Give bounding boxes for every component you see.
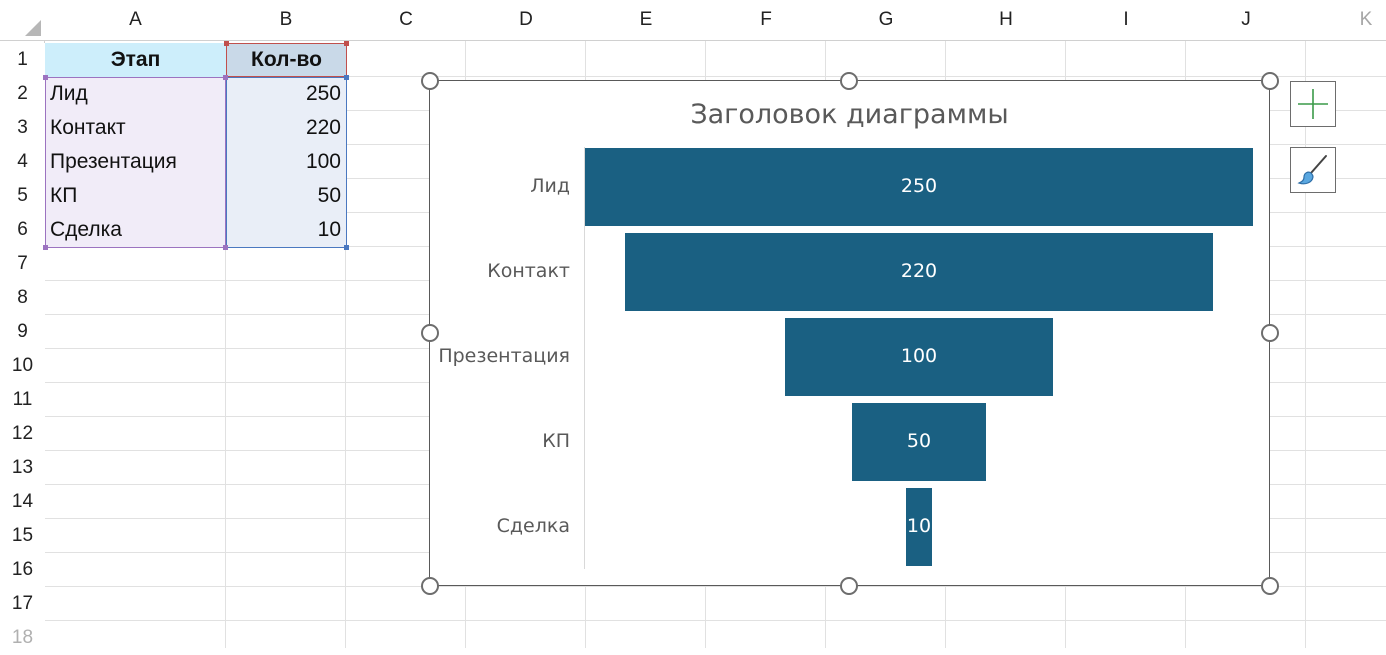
row-header-8[interactable]: 8 [0,281,45,315]
cell-a3[interactable]: Контакт [45,111,226,145]
cell-b4[interactable]: 100 [226,145,347,179]
row-header-1[interactable]: 1 [0,43,45,77]
cell-a4[interactable]: Презентация [45,145,226,179]
data-label[interactable]: 250 [900,175,938,197]
values-range-highlight [226,77,347,248]
column-header-c[interactable]: C [346,0,466,40]
row-header-16[interactable]: 16 [0,553,45,587]
series-name-range-highlight [226,43,347,77]
chart-styles-button[interactable] [1290,147,1336,193]
resize-handle-bottom[interactable] [840,577,858,595]
range-handle[interactable] [43,245,48,250]
range-handle[interactable] [224,41,229,46]
funnel-bar[interactable] [585,148,1253,226]
cell-a1-header[interactable]: Этап [45,43,226,77]
chart-elements-button[interactable] [1290,81,1336,127]
row-gridline [0,586,1386,587]
row-header-7[interactable]: 7 [0,247,45,281]
funnel-chart[interactable]: Заголовок диаграммы 250 Лид 220 Контакт 100 П… [429,80,1270,586]
category-range-highlight [45,77,226,248]
row-header-18[interactable]: 18 [0,621,45,655]
row-header-12[interactable]: 12 [0,417,45,451]
range-handle[interactable] [344,41,349,46]
row-gridline [0,76,1386,77]
row-header-14[interactable]: 14 [0,485,45,519]
resize-handle-top-right[interactable] [1261,72,1279,90]
select-all-corner[interactable] [0,0,45,40]
range-handle[interactable] [344,75,349,80]
column-header-f[interactable]: F [706,0,826,40]
row-header-4[interactable]: 4 [0,145,45,179]
row-header-2[interactable]: 2 [0,77,45,111]
resize-handle-bottom-left[interactable] [421,577,439,595]
row-header-5[interactable]: 5 [0,179,45,213]
column-gridline [225,0,226,648]
category-label[interactable]: КП [542,430,570,452]
row-header-17[interactable]: 17 [0,587,45,621]
column-header-h[interactable]: H [946,0,1066,40]
cell-b1-header[interactable]: Кол-во [226,43,347,77]
resize-handle-top[interactable] [840,72,858,90]
category-label[interactable]: Контакт [487,260,570,282]
paintbrush-icon [1297,155,1327,185]
category-axis-line [584,147,585,569]
resize-handle-right[interactable] [1261,324,1279,342]
range-handle[interactable] [223,245,228,250]
row-header-13[interactable]: 13 [0,451,45,485]
data-label[interactable]: 220 [900,260,938,282]
row-header-9[interactable]: 9 [0,315,45,349]
column-gridline [345,0,346,648]
range-handle[interactable] [344,245,349,250]
resize-handle-top-left[interactable] [421,72,439,90]
resize-handle-bottom-right[interactable] [1261,577,1279,595]
row-header-10[interactable]: 10 [0,349,45,383]
column-header-e[interactable]: E [586,0,706,40]
funnel-bar[interactable] [625,233,1213,311]
row-header-11[interactable]: 11 [0,383,45,417]
data-label[interactable]: 100 [900,345,938,367]
column-header-b[interactable]: B [226,0,346,40]
column-header-a[interactable]: A [45,0,226,40]
range-handle[interactable] [43,75,48,80]
cell-a2[interactable]: Лид [45,77,226,111]
cell-a6[interactable]: Сделка [45,213,226,247]
range-handle[interactable] [223,75,228,80]
category-label[interactable]: Презентация [438,345,570,367]
data-label[interactable]: 10 [906,515,932,537]
funnel-bar[interactable] [905,488,933,566]
row-gridline [0,620,1386,621]
column-header-i[interactable]: I [1066,0,1186,40]
column-header-k[interactable]: K [1306,0,1386,40]
category-label[interactable]: Сделка [496,515,570,537]
plus-icon [1298,89,1328,119]
row-header-15[interactable]: 15 [0,519,45,553]
row-header-3[interactable]: 3 [0,111,45,145]
data-label[interactable]: 50 [906,430,932,452]
column-header-d[interactable]: D [466,0,586,40]
cell-b3[interactable]: 220 [226,111,347,145]
category-label[interactable]: Лид [530,175,570,197]
row-header-6[interactable]: 6 [0,213,45,247]
cell-b6[interactable]: 10 [226,213,347,247]
chart-title[interactable]: Заголовок диаграммы [690,99,1009,130]
column-header-g[interactable]: G [826,0,946,40]
select-all-triangle-icon [25,20,41,36]
funnel-bar[interactable] [852,403,986,481]
resize-handle-left[interactable] [421,324,439,342]
funnel-bar[interactable] [785,318,1053,396]
column-header-j[interactable]: J [1186,0,1306,40]
column-header-separator [0,40,1386,41]
cell-b2[interactable]: 250 [226,77,347,111]
cell-a5[interactable]: КП [45,179,226,213]
column-gridline [1305,0,1306,648]
cell-b5[interactable]: 50 [226,179,347,213]
